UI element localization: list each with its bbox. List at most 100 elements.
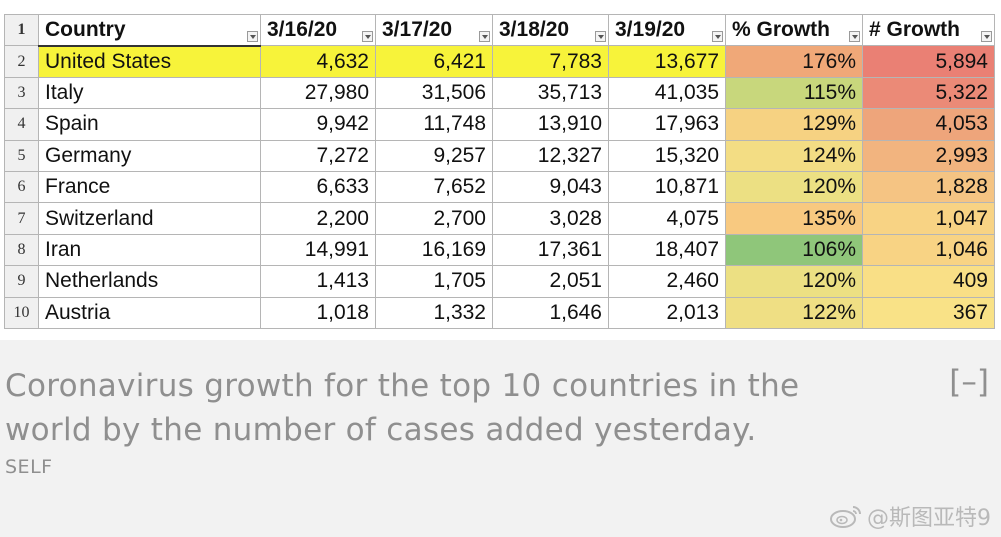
header-date-3[interactable]: 3/18/20 xyxy=(492,13,609,47)
cell-date-4[interactable]: 4,075 xyxy=(608,202,726,235)
cell-date-1[interactable]: 4,632 xyxy=(260,45,376,78)
cell-date-4[interactable]: 18,407 xyxy=(608,233,726,267)
header-num-growth[interactable]: # Growth xyxy=(862,13,995,47)
header-date-1[interactable]: 3/16/20 xyxy=(260,13,376,47)
cell-pct-growth[interactable]: 176% xyxy=(725,45,863,78)
cell-date-2[interactable]: 1,705 xyxy=(375,265,493,298)
cell-country[interactable]: Austria xyxy=(38,296,261,329)
cell-date-2[interactable]: 11,748 xyxy=(375,108,493,141)
row-number[interactable]: 3 xyxy=(4,76,39,110)
row-number[interactable]: 2 xyxy=(4,45,39,78)
watermark-text: @斯图亚特9 xyxy=(867,506,991,531)
row-number[interactable]: 6 xyxy=(4,170,39,204)
cell-pct-growth[interactable]: 120% xyxy=(725,170,863,204)
header-date-4[interactable]: 3/19/20 xyxy=(608,13,726,47)
cell-date-3[interactable]: 17,361 xyxy=(492,233,609,267)
cell-date-3[interactable]: 2,051 xyxy=(492,265,609,298)
cell-country[interactable]: United States xyxy=(38,45,261,78)
cell-date-3[interactable]: 35,713 xyxy=(492,76,609,110)
cell-country[interactable]: Italy xyxy=(38,76,261,110)
cell-date-2[interactable]: 7,652 xyxy=(375,170,493,204)
cell-date-4[interactable]: 10,871 xyxy=(608,170,726,204)
cell-date-3[interactable]: 9,043 xyxy=(492,170,609,204)
table-row: 9 Netherlands 1,413 1,705 2,051 2,460 120% 409 xyxy=(4,265,995,298)
growth-table: 1 Country 3/16/20 3/17/20 3/18/20 3/19/2… xyxy=(4,13,995,329)
row-number[interactable]: 8 xyxy=(4,233,39,267)
cell-pct-growth[interactable]: 135% xyxy=(725,202,863,235)
cell-num-growth[interactable]: 5,894 xyxy=(862,45,995,78)
row-number[interactable]: 7 xyxy=(4,202,39,235)
caption-text: Coronavirus growth for the top 10 countr… xyxy=(5,368,800,448)
cell-num-growth[interactable]: 1,047 xyxy=(862,202,995,235)
cell-date-1[interactable]: 27,980 xyxy=(260,76,376,110)
filter-dropdown-icon[interactable] xyxy=(712,31,723,43)
cell-pct-growth[interactable]: 115% xyxy=(725,76,863,110)
table-row: 8 Iran 14,991 16,169 17,361 18,407 106% 1,046 xyxy=(4,233,995,267)
table-row: 2 United States 4,632 6,421 7,783 13,677 176% 5… xyxy=(4,45,995,78)
cell-date-3[interactable]: 1,646 xyxy=(492,296,609,329)
row-number[interactable]: 5 xyxy=(4,139,39,172)
filter-dropdown-icon[interactable] xyxy=(849,31,860,43)
cell-date-3[interactable]: 13,910 xyxy=(492,108,609,141)
header-row: 1 Country 3/16/20 3/17/20 3/18/20 3/19/2… xyxy=(4,13,995,47)
cell-date-1[interactable]: 9,942 xyxy=(260,108,376,141)
cell-pct-growth[interactable]: 124% xyxy=(725,139,863,172)
cell-num-growth[interactable]: 367 xyxy=(862,296,995,329)
cell-date-2[interactable]: 2,700 xyxy=(375,202,493,235)
table-row: 4 Spain 9,942 11,748 13,910 17,963 129% 4,053 xyxy=(4,108,995,141)
cell-pct-growth[interactable]: 122% xyxy=(725,296,863,329)
cell-pct-growth[interactable]: 120% xyxy=(725,265,863,298)
cell-country[interactable]: Netherlands xyxy=(38,265,261,298)
cell-pct-growth[interactable]: 106% xyxy=(725,233,863,267)
cell-country[interactable]: France xyxy=(38,170,261,204)
cell-country[interactable]: Germany xyxy=(38,139,261,172)
cell-date-2[interactable]: 9,257 xyxy=(375,139,493,172)
collapse-button[interactable]: [–] xyxy=(949,364,989,400)
row-number[interactable]: 10 xyxy=(4,296,39,329)
cell-num-growth[interactable]: 1,046 xyxy=(862,233,995,267)
cell-date-1[interactable]: 1,413 xyxy=(260,265,376,298)
source-label: SELF xyxy=(5,456,53,478)
watermark: @斯图亚特9 xyxy=(829,500,991,532)
cell-date-4[interactable]: 2,013 xyxy=(608,296,726,329)
cell-num-growth[interactable]: 409 xyxy=(862,265,995,298)
cell-date-1[interactable]: 14,991 xyxy=(260,233,376,267)
cell-num-growth[interactable]: 5,322 xyxy=(862,76,995,110)
row-number: 1 xyxy=(4,13,39,47)
cell-date-1[interactable]: 6,633 xyxy=(260,170,376,204)
filter-dropdown-icon[interactable] xyxy=(479,31,490,43)
cell-country[interactable]: Iran xyxy=(38,233,261,267)
header-country[interactable]: Country xyxy=(38,13,261,47)
sort-filter-icon[interactable] xyxy=(981,31,992,43)
cell-date-3[interactable]: 7,783 xyxy=(492,45,609,78)
cell-date-1[interactable]: 7,272 xyxy=(260,139,376,172)
cell-date-2[interactable]: 31,506 xyxy=(375,76,493,110)
cell-num-growth[interactable]: 2,993 xyxy=(862,139,995,172)
row-number[interactable]: 9 xyxy=(4,265,39,298)
cell-date-4[interactable]: 2,460 xyxy=(608,265,726,298)
filter-dropdown-icon[interactable] xyxy=(247,30,258,42)
filter-dropdown-icon[interactable] xyxy=(595,31,606,43)
cell-date-1[interactable]: 1,018 xyxy=(260,296,376,329)
cell-date-4[interactable]: 17,963 xyxy=(608,108,726,141)
table-row: 10 Austria 1,018 1,332 1,646 2,013 122% 367 xyxy=(4,296,995,329)
cell-date-3[interactable]: 3,028 xyxy=(492,202,609,235)
cell-date-2[interactable]: 16,169 xyxy=(375,233,493,267)
cell-date-3[interactable]: 12,327 xyxy=(492,139,609,172)
filter-dropdown-icon[interactable] xyxy=(362,31,373,43)
cell-country[interactable]: Spain xyxy=(38,108,261,141)
cell-date-2[interactable]: 6,421 xyxy=(375,45,493,78)
table-row: 5 Germany 7,272 9,257 12,327 15,320 124% 2,993 xyxy=(4,139,995,172)
cell-date-4[interactable]: 41,035 xyxy=(608,76,726,110)
row-number[interactable]: 4 xyxy=(4,108,39,141)
cell-date-2[interactable]: 1,332 xyxy=(375,296,493,329)
cell-num-growth[interactable]: 1,828 xyxy=(862,170,995,204)
cell-date-4[interactable]: 15,320 xyxy=(608,139,726,172)
header-date-2[interactable]: 3/17/20 xyxy=(375,13,493,47)
cell-date-4[interactable]: 13,677 xyxy=(608,45,726,78)
cell-num-growth[interactable]: 4,053 xyxy=(862,108,995,141)
header-pct-growth[interactable]: % Growth xyxy=(725,13,863,47)
cell-pct-growth[interactable]: 129% xyxy=(725,108,863,141)
cell-country[interactable]: Switzerland xyxy=(38,202,261,235)
cell-date-1[interactable]: 2,200 xyxy=(260,202,376,235)
